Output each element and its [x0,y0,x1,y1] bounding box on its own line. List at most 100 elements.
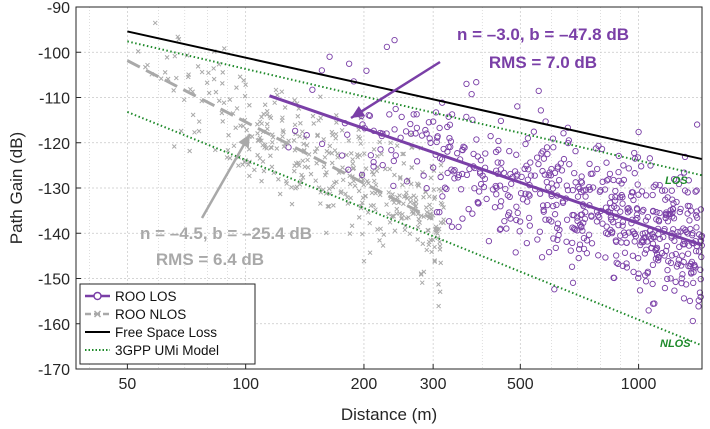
nlos-point [282,105,288,110]
nlos-point [255,131,260,136]
los-point [663,242,671,250]
nlos-point [295,113,301,119]
nlos-point [273,87,279,93]
los-point [551,286,558,293]
los-point [508,180,515,187]
los-point [544,150,551,158]
nlos-point [351,165,357,171]
nlos-point [394,143,400,149]
los-point [684,210,691,217]
los-point [690,279,697,287]
nlos-point [226,132,231,138]
nlos-point [438,200,444,206]
y-tick-label: -160 [38,317,70,334]
los-point [501,217,508,225]
los-point [670,200,677,207]
los-point [326,53,333,60]
nlos-point [171,87,177,93]
los-point [623,264,631,271]
los-point [685,242,693,249]
los-point [522,140,529,148]
los-point [696,289,704,296]
los-point [542,216,549,223]
los-point [482,150,489,157]
los-point [625,229,632,236]
los-point [621,249,629,256]
los-point [551,211,559,218]
los-point [579,227,586,234]
nlos-fit-line [126,59,434,221]
los-point [527,159,534,166]
los-point [448,223,456,230]
nlos-point [268,153,273,159]
los-point [608,216,615,223]
los-point [537,107,545,114]
los-point [504,192,511,199]
y-tick-label: -150 [38,272,70,289]
los-point [548,218,555,225]
los-point [677,174,684,181]
nlos-point [292,122,298,128]
nlos-point [428,206,434,212]
legend-label: Free Space Loss [115,325,217,340]
nlos-point [236,163,241,168]
los-point [613,238,620,245]
nlos-point [365,210,371,215]
los-point [430,118,437,125]
gpp-umi-nlos-line [127,111,703,347]
nlos-point [292,97,297,103]
los-point [550,144,557,151]
nlos-point [269,132,275,137]
grid [76,7,702,369]
los-point [607,226,614,234]
los-point [303,132,310,139]
los-point [564,139,572,147]
los-point [599,220,606,227]
nlos-point [331,203,336,208]
nlos-point [360,231,365,237]
nlos-point [363,193,368,199]
nlos-point [301,141,306,147]
nlos-point [315,133,320,139]
los-point [692,188,699,195]
nlos-point [289,201,295,207]
los-point [642,217,650,224]
los-point [661,187,669,194]
los-point [611,197,619,204]
los-point [612,187,619,195]
nlos-point [262,142,268,148]
nlos-point [312,149,318,155]
nlos-point [257,119,263,125]
los-point [635,254,642,262]
los-point [650,183,657,190]
nlos-point [387,166,393,172]
legend-label: 3GPP UMi Model [115,343,219,358]
nlos-point [164,54,170,60]
los-point [684,250,692,257]
nlos-point [347,181,353,187]
nlos-point [343,191,348,197]
los-point [651,234,658,241]
nlos-point [357,152,363,158]
los-point [668,252,676,259]
nlos-point [438,260,444,266]
los-point [698,233,705,240]
los-point [436,209,443,216]
los-point [635,191,642,198]
nlos-point [438,162,444,168]
nlos-point [221,100,227,106]
los-point [649,280,656,288]
los-point [469,116,476,123]
nlos-point [333,131,339,137]
los-point [577,178,585,185]
los-point [474,153,481,160]
nlos-point [296,163,302,168]
legend-label: ROO LOS [115,289,177,304]
los-point [463,80,470,88]
nlos-point [296,160,301,166]
nlos-point [413,203,419,209]
los-point [554,165,561,172]
los-point [413,158,421,165]
los-point [593,218,601,225]
nlos-point [242,93,248,99]
